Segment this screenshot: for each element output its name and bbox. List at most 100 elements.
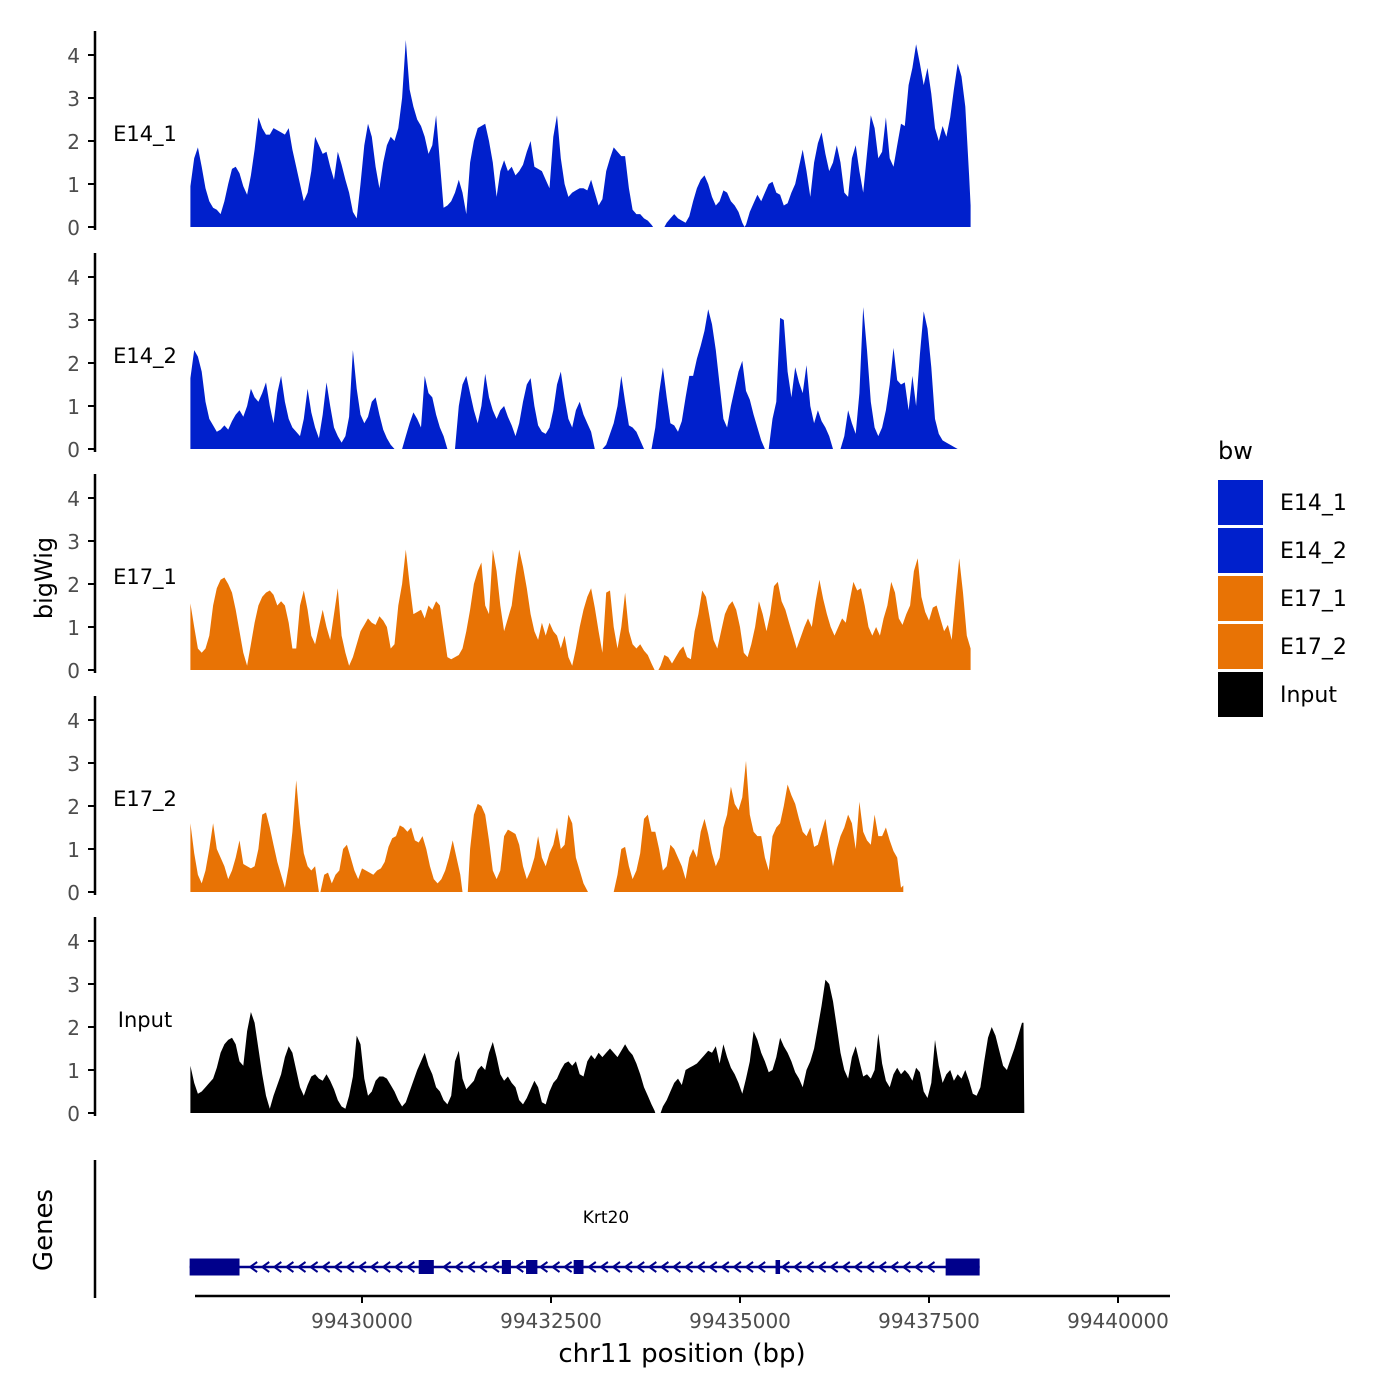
x-axis: 99430000 99432500 99435000 99437500 99440000… — [195, 1294, 1170, 1369]
y-tick-label: 3 — [67, 530, 80, 554]
y-tick-label: 1 — [67, 1059, 80, 1083]
strand-arrow-icon — [587, 1261, 597, 1273]
legend-item-E14_1: E14_1 — [1218, 480, 1347, 525]
strand-arrow-icon — [659, 1261, 669, 1273]
y-tick-label: 4 — [67, 266, 80, 290]
y-tick-label: 4 — [67, 709, 80, 733]
strand-arrow-icon — [296, 1261, 307, 1273]
strand-arrow-icon — [925, 1261, 936, 1273]
strand-arrow-icon — [538, 1261, 549, 1273]
gene-exon — [189, 1258, 240, 1276]
y-tick-label: 1 — [67, 173, 80, 197]
legend-item-E17_1: E17_1 — [1218, 576, 1347, 621]
strand-arrow-icon — [671, 1261, 682, 1273]
gene-name-label: Krt20 — [583, 1208, 629, 1228]
track-panel-E14_2: 0 1 2 3 4 E14_2 — [67, 253, 966, 462]
strand-arrow-icon — [441, 1261, 452, 1273]
strand-arrow-icon — [272, 1261, 282, 1273]
strand-arrow-icon — [611, 1261, 621, 1273]
x-tick-label: 99430000 — [311, 1309, 413, 1333]
strand-arrow-icon — [853, 1261, 863, 1273]
y-tick-label: 2 — [67, 573, 80, 597]
strand-arrow-icon — [732, 1261, 742, 1273]
legend-swatch — [1218, 624, 1263, 669]
x-tick-label: 99437500 — [878, 1309, 980, 1333]
y-tick-label: 0 — [67, 216, 80, 240]
legend-swatch — [1218, 576, 1263, 621]
track-panel-E14_1: 0 1 2 3 4 E14_1 — [67, 31, 971, 240]
x-axis-title: chr11 position (bp) — [558, 1339, 805, 1369]
legend-swatch — [1218, 480, 1263, 525]
strand-arrow-icon — [623, 1261, 633, 1273]
strand-arrow-icon — [756, 1261, 766, 1273]
coverage-track-panels: 0 1 2 3 4 E14_1 0 1 2 3 4 E14_2 0 1 2 3 4 E17_1 0 1 2 3 4 E17_2… — [67, 31, 1025, 1126]
y-tick-label: 4 — [67, 487, 80, 511]
genes-panel-title: Genes — [29, 1189, 59, 1271]
strand-arrow-icon — [744, 1261, 754, 1273]
strand-arrow-icon — [248, 1261, 258, 1273]
strand-arrow-icon — [405, 1261, 415, 1273]
strand-arrow-icon — [599, 1261, 609, 1273]
gene-exon — [501, 1260, 511, 1274]
strand-arrow-icon — [635, 1261, 645, 1273]
strand-arrow-icon — [478, 1261, 488, 1273]
legend-items: E14_1 E14_2 E17_1 E17_2 Input — [1218, 480, 1347, 717]
y-tick-label: 0 — [67, 438, 80, 462]
y-tick-label: 4 — [67, 44, 80, 68]
strand-arrow-icon — [889, 1261, 899, 1273]
strand-arrow-icon — [333, 1261, 343, 1273]
y-tick-label: 1 — [67, 616, 80, 640]
legend-label: E17_2 — [1280, 635, 1347, 660]
strand-arrow-icon — [381, 1261, 391, 1273]
strand-arrow-icon — [393, 1261, 403, 1273]
y-tick-label: 2 — [67, 130, 80, 154]
x-tick-label: 99432500 — [500, 1309, 602, 1333]
strand-arrow-icon — [284, 1261, 295, 1273]
legend-label: E14_1 — [1280, 491, 1347, 516]
strand-arrow-icon — [454, 1261, 464, 1273]
legend-label: E17_1 — [1280, 587, 1347, 612]
legend-label: E14_2 — [1280, 539, 1347, 564]
strand-arrow-icon — [369, 1261, 379, 1273]
gene-exon — [775, 1260, 781, 1274]
strand-arrow-icon — [829, 1261, 839, 1273]
legend-item-Input: Input — [1218, 672, 1337, 717]
track-label-E17_2: E17_2 — [113, 787, 177, 812]
y-tick-label: 4 — [67, 930, 80, 954]
track-label-Input: Input — [118, 1008, 172, 1032]
y-tick-label: 3 — [67, 309, 80, 333]
x-tick-label: 99440000 — [1067, 1309, 1169, 1333]
strand-arrow-icon — [308, 1261, 319, 1273]
genes-panel: Genes Krt20 — [29, 1160, 980, 1298]
gene-exon — [573, 1260, 584, 1274]
legend-title: bw — [1218, 437, 1253, 465]
strand-arrow-icon — [466, 1261, 476, 1273]
y-axis-title: bigWig — [30, 537, 58, 619]
strand-arrow-icon — [490, 1261, 500, 1273]
strand-arrow-icon — [695, 1261, 706, 1273]
y-tick-label: 0 — [67, 659, 80, 683]
strand-arrow-icon — [877, 1261, 887, 1273]
strand-arrow-icon — [901, 1261, 911, 1273]
gene-model — [189, 1258, 980, 1276]
strand-arrow-icon — [720, 1261, 730, 1273]
strand-arrow-icon — [841, 1261, 851, 1273]
x-axis-ticks: 99430000 99432500 99435000 99437500 99440000 — [311, 1296, 1169, 1333]
legend-swatch — [1218, 672, 1263, 717]
coverage-area-E17_1 — [190, 549, 971, 670]
strand-arrow-icon — [345, 1261, 355, 1273]
y-tick-label: 3 — [67, 973, 80, 997]
legend-label: Input — [1280, 683, 1337, 708]
track-panel-E17_2: 0 1 2 3 4 E17_2 — [67, 696, 904, 905]
track-label-E14_1: E14_1 — [113, 122, 177, 147]
strand-arrow-icon — [260, 1261, 270, 1273]
legend: bw E14_1 E14_2 E17_1 E17_2 Input — [1218, 437, 1347, 717]
y-tick-label: 1 — [67, 395, 80, 419]
strand-arrow-icon — [514, 1261, 524, 1273]
y-tick-label: 0 — [67, 1102, 80, 1126]
strand-arrow-icon — [562, 1261, 573, 1273]
strand-arrow-icon — [913, 1261, 923, 1273]
y-tick-label: 1 — [67, 838, 80, 862]
strand-arrow-icon — [865, 1261, 875, 1273]
